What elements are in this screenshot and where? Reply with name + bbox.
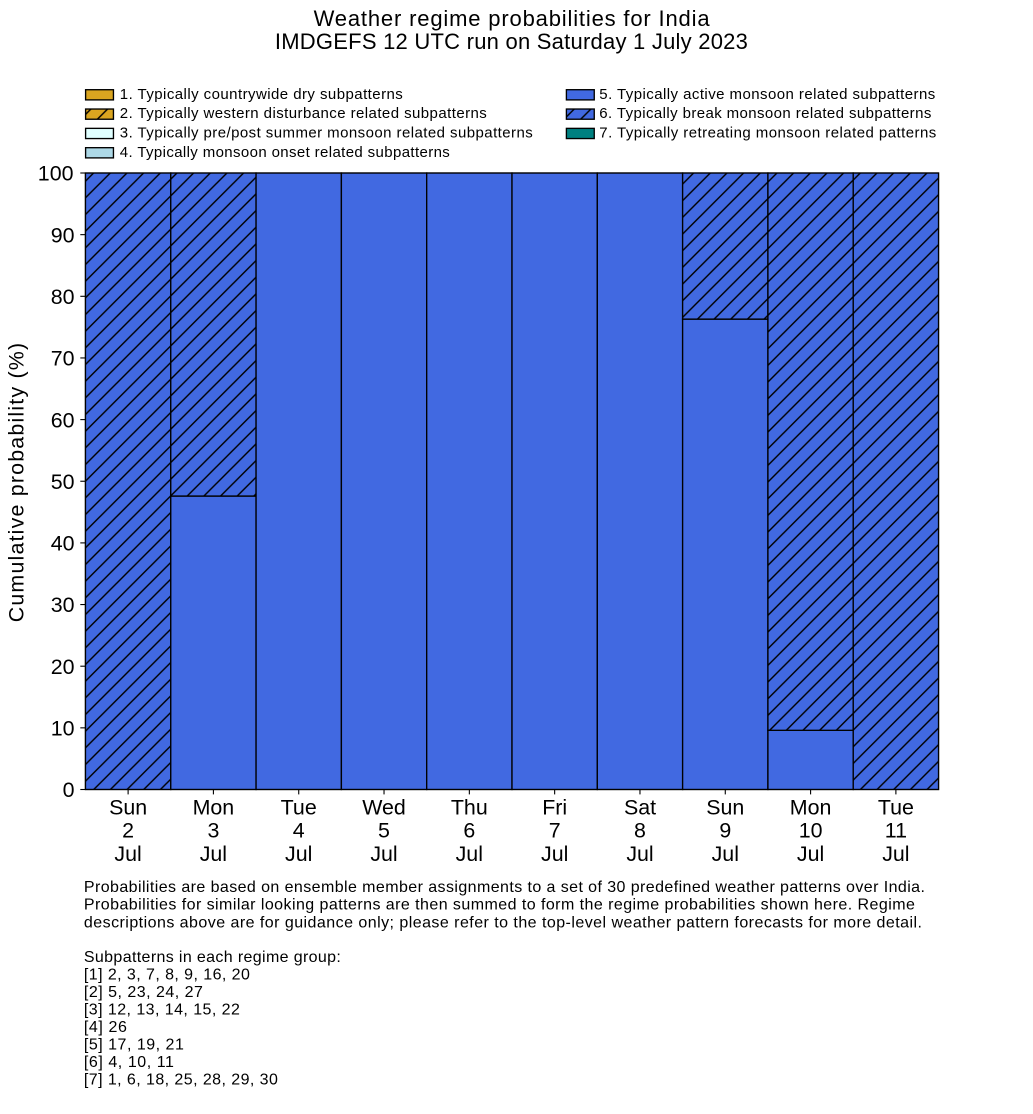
svg-text:7. Typically retreating monsoo: 7. Typically retreating monsoon related … <box>599 125 936 142</box>
svg-text:20: 20 <box>51 655 75 679</box>
svg-text:Tue: Tue <box>281 795 317 819</box>
svg-text:Jul: Jul <box>456 842 483 866</box>
svg-text:Jul: Jul <box>712 842 739 866</box>
svg-text:Probabilities are based on ens: Probabilities are based on ensemble memb… <box>84 879 925 896</box>
svg-text:Fri: Fri <box>542 795 567 819</box>
svg-text:[5] 17, 19, 21: [5] 17, 19, 21 <box>84 1037 184 1054</box>
svg-text:Jul: Jul <box>626 842 653 866</box>
svg-text:IMDGEFS 12 UTC run on Saturday: IMDGEFS 12 UTC run on Saturday 1 July 20… <box>275 29 748 54</box>
svg-text:Tue: Tue <box>878 795 914 819</box>
svg-text:[4] 26: [4] 26 <box>84 1019 128 1036</box>
svg-text:5: 5 <box>378 818 390 842</box>
svg-text:2: 2 <box>122 818 134 842</box>
svg-text:[3] 12, 13, 14, 15, 22: [3] 12, 13, 14, 15, 22 <box>84 1002 240 1019</box>
svg-text:5. Typically active monsoon re: 5. Typically active monsoon related subp… <box>599 86 935 103</box>
svg-text:1. Typically countrywide dry s: 1. Typically countrywide dry subpatterns <box>120 86 403 103</box>
svg-text:[6] 4, 10, 11: [6] 4, 10, 11 <box>84 1054 175 1071</box>
svg-text:40: 40 <box>51 532 75 556</box>
svg-text:50: 50 <box>51 470 75 494</box>
svg-text:11: 11 <box>885 818 907 842</box>
svg-text:Jul: Jul <box>541 842 568 866</box>
svg-text:6: 6 <box>463 818 475 842</box>
svg-text:100: 100 <box>38 162 74 186</box>
svg-text:Sun: Sun <box>706 795 744 819</box>
svg-text:8: 8 <box>634 818 646 842</box>
svg-text:Weather regime probabilities f: Weather regime probabilities for India <box>314 6 711 31</box>
svg-text:Sun: Sun <box>109 795 147 819</box>
svg-text:60: 60 <box>51 408 75 432</box>
svg-text:Mon: Mon <box>790 795 832 819</box>
svg-text:4. Typically monsoon onset rel: 4. Typically monsoon onset related subpa… <box>120 144 450 161</box>
svg-text:Jul: Jul <box>114 842 141 866</box>
svg-text:Jul: Jul <box>370 842 397 866</box>
svg-text:0: 0 <box>63 778 75 802</box>
svg-text:30: 30 <box>51 593 75 617</box>
svg-text:Probabilities for similar look: Probabilities for similar looking patter… <box>84 897 915 914</box>
svg-text:10: 10 <box>799 818 823 842</box>
svg-text:Jul: Jul <box>200 842 227 866</box>
svg-text:Jul: Jul <box>882 842 909 866</box>
svg-text:80: 80 <box>51 285 75 309</box>
svg-text:Cumulative probability (%): Cumulative probability (%) <box>5 342 29 623</box>
svg-text:[7] 1, 6, 18, 25, 28, 29, 30: [7] 1, 6, 18, 25, 28, 29, 30 <box>84 1072 278 1089</box>
svg-text:3: 3 <box>207 818 219 842</box>
svg-text:10: 10 <box>51 717 75 741</box>
svg-text:Sat: Sat <box>624 795 656 819</box>
svg-text:4: 4 <box>293 818 305 842</box>
svg-text:Wed: Wed <box>362 795 406 819</box>
svg-text:[1] 2, 3, 7, 8, 9, 16, 20: [1] 2, 3, 7, 8, 9, 16, 20 <box>84 967 250 984</box>
svg-text:Jul: Jul <box>797 842 824 866</box>
svg-text:90: 90 <box>51 223 75 247</box>
svg-text:descriptions above are for gui: descriptions above are for guidance only… <box>84 914 923 931</box>
svg-text:7: 7 <box>549 818 561 842</box>
svg-text:Mon: Mon <box>193 795 235 819</box>
svg-text:6. Typically break monsoon rel: 6. Typically break monsoon related subpa… <box>599 105 931 122</box>
svg-text:Jul: Jul <box>285 842 312 866</box>
svg-text:70: 70 <box>51 347 75 371</box>
svg-text:[2] 5, 23, 24, 27: [2] 5, 23, 24, 27 <box>84 984 203 1001</box>
svg-text:2. Typically western disturban: 2. Typically western disturbance related… <box>120 105 487 122</box>
svg-text:Thu: Thu <box>451 795 488 819</box>
svg-text:3. Typically pre/post summer m: 3. Typically pre/post summer monsoon rel… <box>120 125 533 142</box>
svg-text:Subpatterns in each regime gro: Subpatterns in each regime group: <box>84 949 341 966</box>
svg-text:9: 9 <box>719 818 731 842</box>
